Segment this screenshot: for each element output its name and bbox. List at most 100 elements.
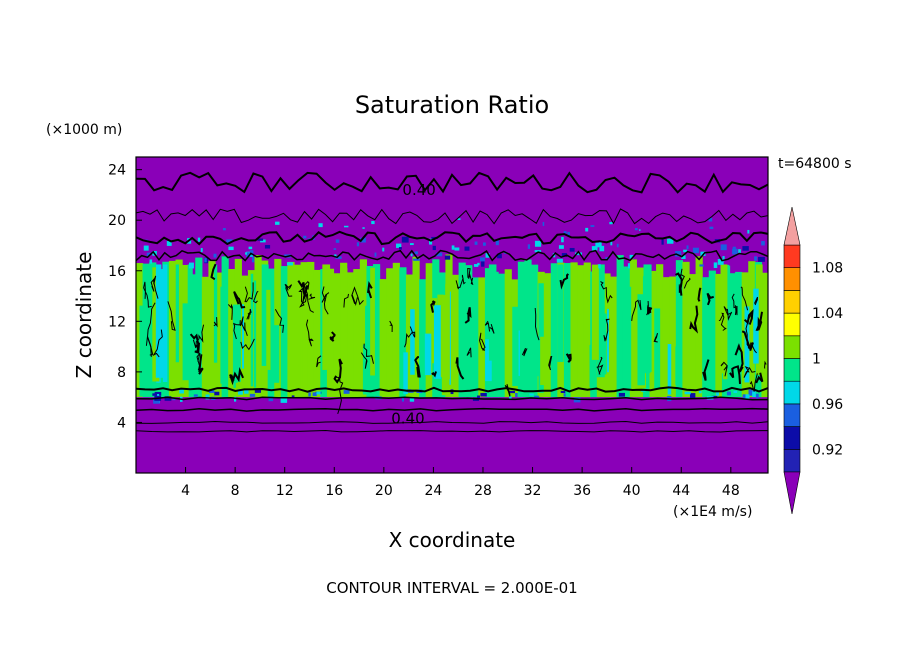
heatmap-pocket xyxy=(146,252,151,257)
contour-squiggle xyxy=(189,333,201,354)
heatmap-pocket xyxy=(222,228,226,231)
contour-squiggle xyxy=(548,355,553,371)
heatmap-fringe xyxy=(149,259,153,264)
heatmap-fringe xyxy=(748,390,756,396)
heatmap-pocket xyxy=(410,253,413,257)
contour-squiggle xyxy=(343,293,349,308)
heatmap-fringe xyxy=(179,388,184,394)
colorbar-segment xyxy=(783,380,801,405)
heatmap-fringe xyxy=(689,393,696,399)
contour-squiggle xyxy=(749,373,758,392)
contour-squiggle xyxy=(631,299,642,321)
heatmap-fringe xyxy=(726,391,731,396)
colorbar-segment xyxy=(783,403,801,427)
heatmap-fringe xyxy=(308,392,311,397)
heatmap-fringe xyxy=(464,246,470,251)
colorbar-segment xyxy=(783,426,801,450)
heatmap-pocket xyxy=(610,241,613,246)
heatmap-column xyxy=(682,261,690,398)
heatmap-pocket xyxy=(374,252,377,257)
heatmap-fringe xyxy=(722,256,725,262)
heatmap-pocket xyxy=(709,226,714,230)
contour-squiggle xyxy=(431,371,437,378)
heatmap-fringe xyxy=(485,253,490,258)
heatmap-column xyxy=(175,259,183,398)
heatmap-pocket xyxy=(334,254,337,257)
colorbar-label: 1.08 xyxy=(812,261,843,277)
heatmap-fringe xyxy=(692,247,699,254)
heatmap-column xyxy=(359,259,368,398)
contour-squiggle xyxy=(689,305,699,334)
heatmap-fringe xyxy=(244,389,249,394)
chart-title: Saturation Ratio xyxy=(355,91,549,119)
contour-squiggle xyxy=(367,281,373,299)
heatmap-pocket xyxy=(683,249,688,253)
heatmap-column xyxy=(471,277,479,398)
heatmap-fringe xyxy=(742,246,749,251)
heatmap-fringe xyxy=(742,394,746,399)
heatmap-streak xyxy=(553,325,556,387)
heatmap-pocket xyxy=(542,221,545,226)
heatmap-fringe xyxy=(335,256,342,259)
heatmap-pocket xyxy=(567,231,570,236)
heatmap-column xyxy=(629,259,637,398)
y-axis-label: Z coordinate xyxy=(72,252,96,379)
heatmap-streak xyxy=(424,333,432,376)
heatmap-fringe xyxy=(208,389,215,393)
heatmap-streak xyxy=(322,264,331,370)
x-tick-label: 48 xyxy=(722,483,740,499)
heatmap-streak xyxy=(261,264,269,366)
heatmap-streak xyxy=(396,336,398,393)
heatmap-streak xyxy=(591,264,599,360)
heatmap-streak xyxy=(139,305,147,397)
heatmap-fringe xyxy=(260,239,266,243)
heatmap-column xyxy=(267,268,275,398)
contour-squiggle xyxy=(718,312,727,331)
contour-upper-mid xyxy=(136,230,768,246)
heatmap-fringe xyxy=(573,397,581,403)
y-axis: 4 8 12 16 20 24 xyxy=(108,163,142,431)
heatmap-pocket xyxy=(474,241,478,245)
plot-frame xyxy=(135,156,769,474)
contour-squiggle xyxy=(240,316,248,336)
contour-squiggle xyxy=(240,338,255,351)
heatmap-fringe xyxy=(715,392,719,396)
heatmap-column xyxy=(241,275,249,398)
contour-squiggle xyxy=(743,308,754,325)
heatmap-fringe xyxy=(480,392,487,397)
colorbar: 0.92 0.96 1 1.04 1.08 xyxy=(783,206,843,515)
heatmap-fringe xyxy=(738,249,741,253)
heatmap-pocket xyxy=(248,246,253,250)
heatmap-fringe xyxy=(228,246,234,251)
contour-squiggle xyxy=(192,324,205,349)
heatmap-pocket xyxy=(609,221,613,225)
heatmap-streak xyxy=(753,288,759,364)
heatmap-fringe xyxy=(675,251,682,257)
heatmap-column xyxy=(313,269,321,398)
heatmap-fringe xyxy=(748,389,752,395)
heatmap-column xyxy=(735,271,743,398)
contour-squiggle xyxy=(316,355,322,368)
heatmap-pocket xyxy=(563,231,567,234)
heatmap-fringe xyxy=(193,394,198,397)
contour-squiggle xyxy=(305,319,314,347)
heatmap-pocket xyxy=(590,225,595,227)
contour-squiggle xyxy=(504,383,511,397)
contour-squiggle xyxy=(764,360,767,369)
contour-squiggle xyxy=(244,282,254,303)
heatmap-pocket xyxy=(356,242,359,247)
x-tick-label: 24 xyxy=(424,483,442,499)
heatmap-fringe xyxy=(257,238,264,241)
heatmap-pocket xyxy=(275,221,280,225)
contour-squiggle xyxy=(729,365,741,384)
heatmap-fringe xyxy=(666,238,674,244)
heatmap-streak xyxy=(488,264,497,361)
contour-squiggle xyxy=(559,273,570,290)
heatmap-fringe xyxy=(629,254,634,259)
y-tick-label: 8 xyxy=(117,365,126,381)
contour-squiggle xyxy=(647,305,653,315)
heatmap-streak xyxy=(626,286,632,389)
heatmap-column xyxy=(254,255,262,398)
y-tick-label: 24 xyxy=(108,163,126,179)
heatmap-fringe xyxy=(413,258,420,261)
